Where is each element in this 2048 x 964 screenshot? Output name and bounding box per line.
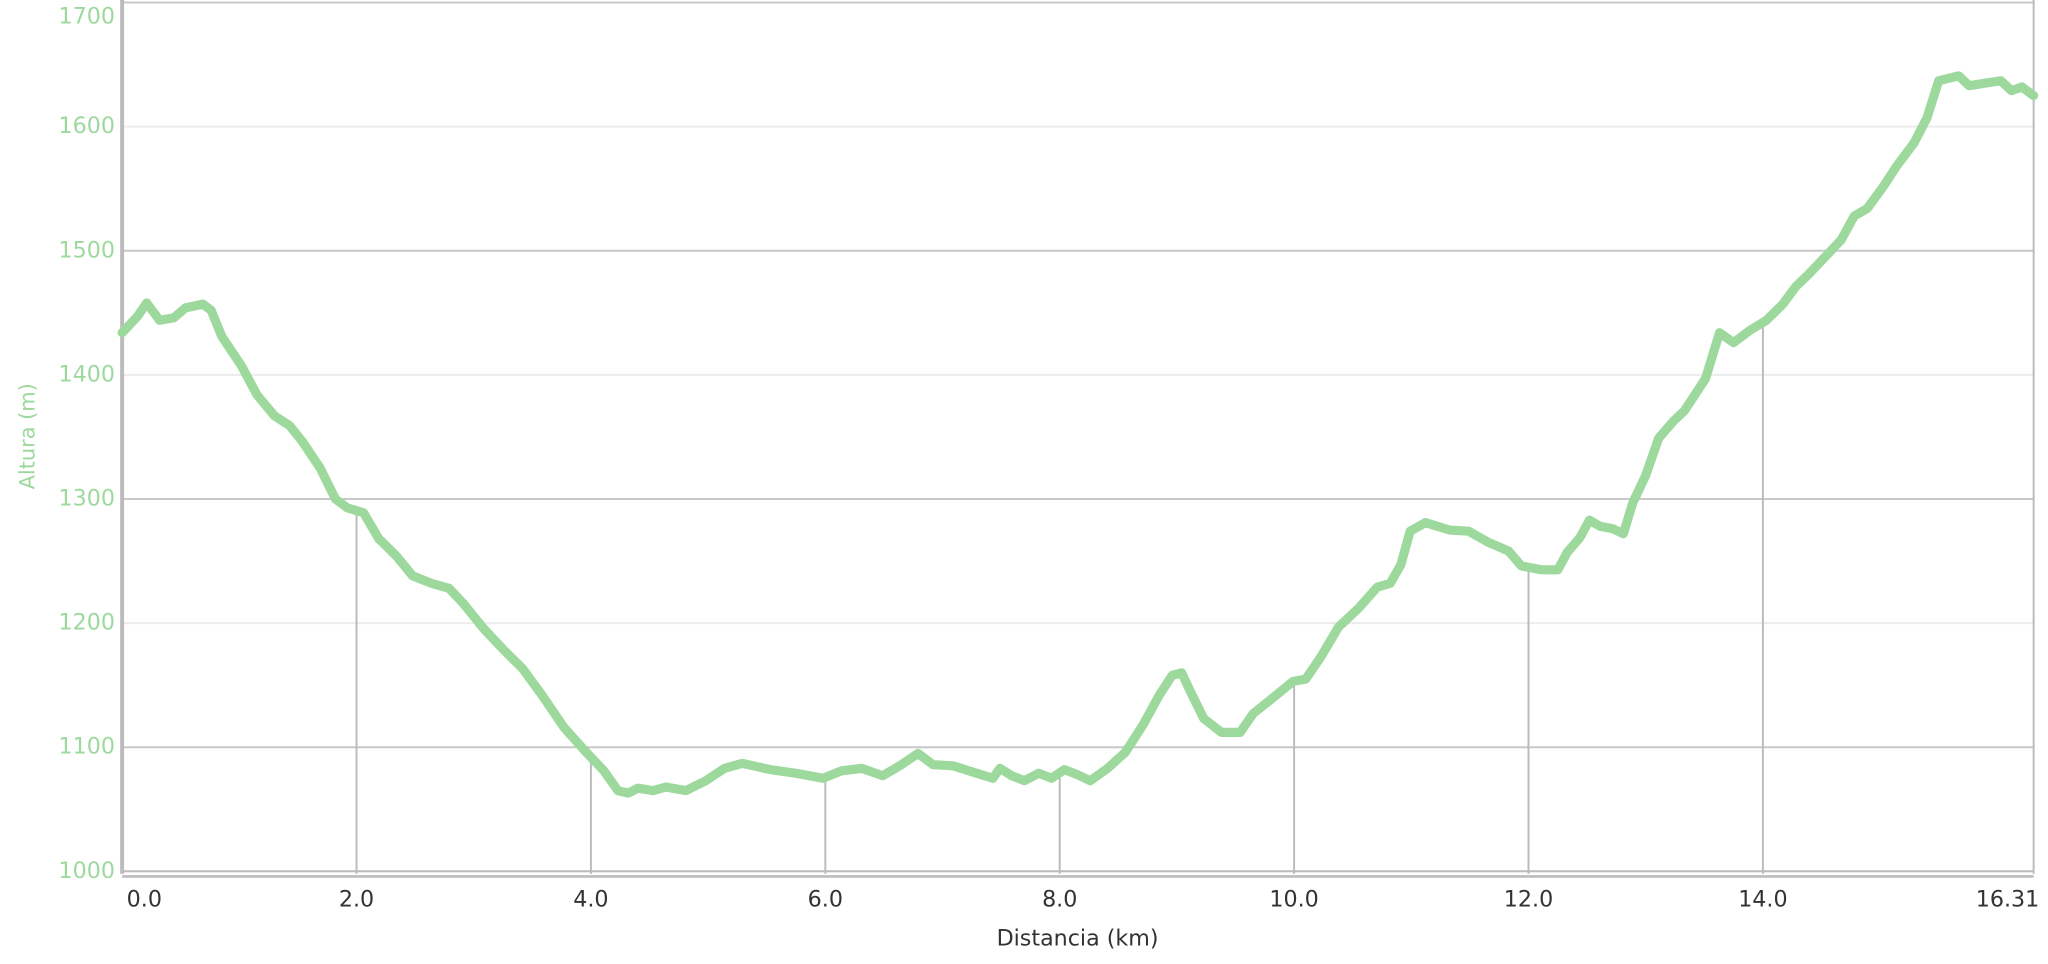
x-tick-label: 4.0 xyxy=(573,886,608,912)
y-tick-label: 1300 xyxy=(58,485,114,511)
y-tick-label: 1400 xyxy=(58,361,114,387)
x-tick-label: 0.0 xyxy=(127,886,162,912)
y-tick-label: 1600 xyxy=(58,113,114,139)
y-tick-label: 1200 xyxy=(58,610,114,636)
y-tick-label: 1700 xyxy=(58,4,114,30)
x-tick-label: 8.0 xyxy=(1042,886,1077,912)
x-tick-label: 10.0 xyxy=(1269,886,1318,912)
y-tick-label: 1100 xyxy=(58,734,114,760)
elevation-line xyxy=(117,71,2039,798)
y-tick-label: 1500 xyxy=(58,237,114,263)
x-tick-label: 6.0 xyxy=(808,886,843,912)
x-tick-label: 2.0 xyxy=(339,886,374,912)
x-tick-label: 14.0 xyxy=(1738,886,1787,912)
y-tick-label: 1000 xyxy=(58,858,114,884)
x-axis-title: Distancia (km) xyxy=(997,926,1159,952)
x-tick-label: 12.0 xyxy=(1504,886,1553,912)
x-tick-label: 16.31 xyxy=(1976,886,2040,912)
y-axis-title: Altura (m) xyxy=(16,383,40,489)
